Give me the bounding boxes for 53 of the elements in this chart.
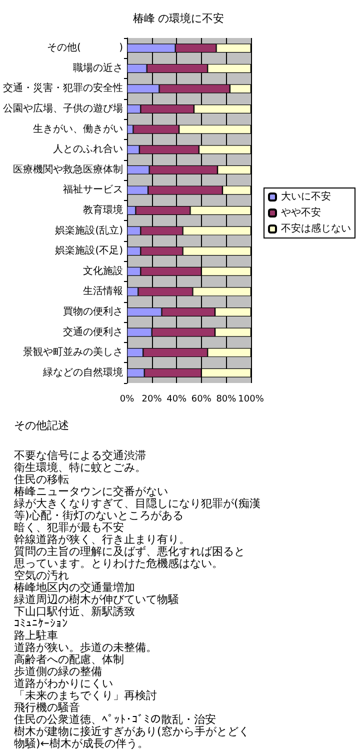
text: 物騒)←樹木が成長の伴う。 <box>14 737 149 750</box>
text: 下山口駅付近、新駅誘致 <box>14 605 135 618</box>
y-tick-label: 生きがい、働きがい <box>33 122 123 135</box>
y-tick-label: 福祉サービス <box>63 184 123 196</box>
text: その他記述 <box>14 419 69 432</box>
text: 高齢者への配慮、体制 <box>14 653 124 666</box>
legend-label: やや不安 <box>281 206 321 218</box>
y-tick-label: 娯楽施設(乱立) <box>55 224 124 236</box>
text: 道路が狭い。歩道の未整備。 <box>14 641 157 654</box>
y-tick-label: 医療機関や救急医療体制 <box>13 163 123 176</box>
y-tick-label: 文化施設 <box>83 264 123 277</box>
y-tick-label: 景観や町並みの美しさ <box>23 346 123 358</box>
text: 椿峰地区内の交通量増加 <box>14 581 135 594</box>
chart-title: 椿峰 の環境に不安 <box>132 12 224 25</box>
x-tick-label: 80% <box>216 394 237 404</box>
legend-label: 不安は感じない <box>281 222 351 234</box>
y-tick-label: その他( ) <box>47 42 124 54</box>
x-tick-label: 20% <box>142 394 162 404</box>
x-tick-label: 60% <box>191 394 212 404</box>
y-tick-label: 交通の便利さ <box>63 326 123 338</box>
text: 衛生環境、特に蚊とごみ。 <box>14 461 146 474</box>
text: 歩道側の緑の整備 <box>14 665 102 678</box>
text: 「未来のまちでくり」再検討 <box>14 689 157 702</box>
text: 住民の移転 <box>14 473 69 486</box>
legend-label: 大いに不安 <box>281 190 331 202</box>
x-tick-label: 40% <box>166 394 188 404</box>
text: 等)心配・街灯のないところがある <box>14 509 184 522</box>
text: 暗く、犯罪が最も不安 <box>14 521 124 534</box>
text: 路上駐車 <box>14 629 58 642</box>
text: 思っています。とりわけた危機感はない。 <box>13 557 223 570</box>
text: 幹線道路が狭く、行き止まり有り。 <box>14 533 190 546</box>
text: 緑道周辺の樹木が伸びていて物騒 <box>13 593 179 606</box>
y-tick-label: 生活情報 <box>83 285 123 298</box>
text: 緑が大きくなりすぎて、目隠しになり犯罪が(痴漢 <box>13 497 260 510</box>
text: 道路がわかりにくい <box>14 677 113 690</box>
y-tick-label: 娯楽施設(不足) <box>55 244 124 257</box>
x-tick-label: 100% <box>238 394 264 404</box>
text: ｺﾐｭﾆｹｰｼｮﾝ <box>14 617 68 630</box>
y-tick-label: 緑などの自然環境 <box>42 366 123 378</box>
y-tick-label: 公園や広場、子供の遊び場 <box>3 102 123 115</box>
y-tick-label: 買物の便利さ <box>63 305 123 318</box>
y-tick-label: 職場の近さ <box>73 62 123 74</box>
y-tick-label: 教育環境 <box>83 204 123 216</box>
text: 飛行機の騒音 <box>14 701 80 714</box>
text: 椿峰ニュータウンに交番がない <box>14 485 168 498</box>
y-tick-label: 交通・災害・犯罪の安全性 <box>3 82 123 94</box>
text: 質問の主旨の理解に及ばず、悪化すれば困ると <box>14 545 245 558</box>
text: 不要な信号による交通渋滞 <box>14 449 146 462</box>
x-tick-label: 0% <box>120 394 135 404</box>
text: 空気の汚れ <box>14 569 69 582</box>
text: 住民の公衆道徳、ﾍﾟｯﾄ･ｺﾞﾐの散乱・治安 <box>14 713 216 726</box>
text: 樹木が建物に接近すぎがあり(窓から手がとどく <box>14 725 250 738</box>
y-tick-label: 人とのふれ合い <box>53 143 123 156</box>
